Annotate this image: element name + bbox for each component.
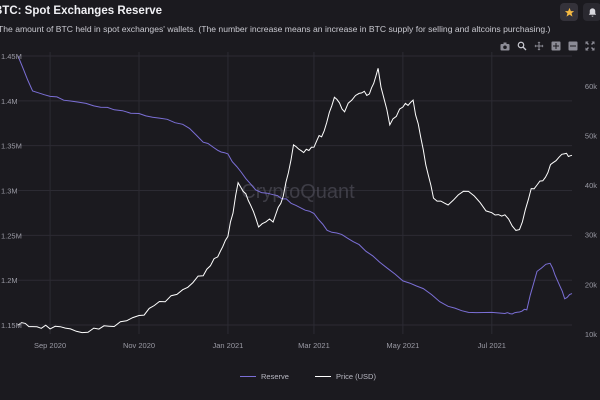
favorite-button[interactable] bbox=[560, 3, 578, 21]
legend-swatch-reserve bbox=[240, 376, 256, 377]
y-left-tick-label: 1.4M bbox=[1, 97, 18, 106]
pan-icon[interactable] bbox=[533, 41, 544, 52]
y-right-tick-label: 20k bbox=[585, 280, 597, 289]
bell-icon bbox=[588, 7, 596, 17]
reset-axes-icon[interactable] bbox=[584, 41, 595, 52]
legend-label-price: Price (USD) bbox=[335, 372, 376, 381]
chart-legend: Reserve Price (USD) bbox=[240, 372, 376, 381]
legend-swatch-price bbox=[314, 376, 331, 377]
zoom-out-icon[interactable] bbox=[567, 41, 578, 52]
alert-button[interactable] bbox=[583, 3, 600, 21]
chart-title: BTC: Spot Exchanges Reserve bbox=[0, 5, 163, 17]
zoom-in-icon[interactable] bbox=[550, 41, 561, 52]
x-tick-label: Sep 2020 bbox=[34, 341, 66, 350]
legend-item-price[interactable]: Price (USD) bbox=[314, 372, 376, 381]
y-left-tick-label: 1.35M bbox=[1, 142, 22, 151]
y-right-tick-label: 30k bbox=[585, 231, 597, 240]
y-left-tick-label: 1.15M bbox=[1, 321, 22, 330]
x-tick-label: Jul 2021 bbox=[478, 341, 506, 350]
star-icon bbox=[564, 7, 574, 17]
series-line-reserve bbox=[17, 55, 573, 315]
x-tick-label: Jan 2021 bbox=[212, 341, 243, 350]
chart-toolbar bbox=[499, 40, 595, 52]
y-right-tick-label: 60k bbox=[585, 82, 597, 91]
series-line-price bbox=[17, 68, 573, 334]
y-left-tick-label: 1.2M bbox=[1, 276, 18, 285]
x-tick-label: Nov 2020 bbox=[123, 341, 155, 350]
zoom-icon[interactable] bbox=[516, 41, 527, 52]
chart-subtitle: The amount of BTC held in spot exchanges… bbox=[0, 24, 551, 34]
watermark: CryptoQuant bbox=[241, 181, 355, 203]
x-tick-label: May 2021 bbox=[386, 341, 419, 350]
legend-item-reserve[interactable]: Reserve bbox=[240, 372, 289, 381]
y-left-tick-label: 1.25M bbox=[1, 231, 22, 240]
y-left-tick-label: 1.45M bbox=[1, 52, 22, 61]
y-left-tick-label: 1.3M bbox=[1, 187, 18, 196]
x-tick-label: Mar 2021 bbox=[298, 341, 330, 350]
y-right-tick-label: 50k bbox=[585, 131, 597, 140]
y-right-tick-label: 40k bbox=[585, 181, 597, 190]
y-right-tick-label: 10k bbox=[585, 330, 597, 339]
legend-label-reserve: Reserve bbox=[261, 372, 289, 381]
camera-icon[interactable] bbox=[499, 41, 510, 52]
